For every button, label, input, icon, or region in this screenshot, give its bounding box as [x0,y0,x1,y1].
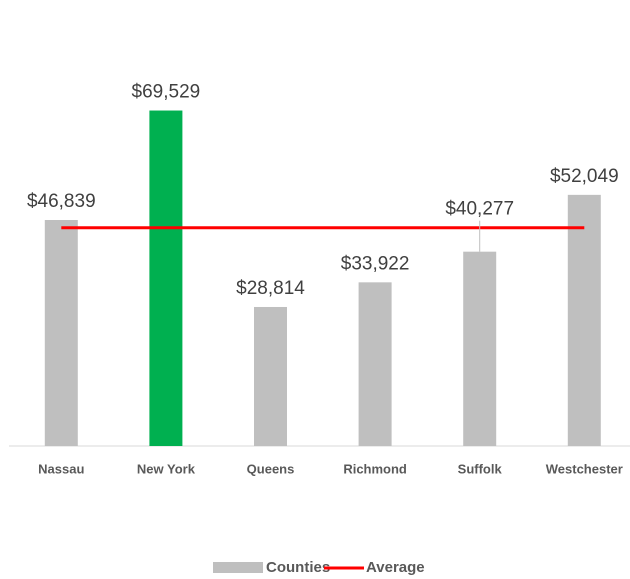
x-tick-label: Westchester [546,461,623,476]
bar [254,306,287,446]
legend-swatch [213,562,263,573]
x-tick-label: Suffolk [458,461,503,476]
legend-label: Average [366,559,425,576]
data-label: $40,277 [445,199,514,220]
data-label: $28,814 [236,278,305,299]
data-label: $33,922 [341,253,410,274]
x-tick-label: New York [137,461,196,476]
bar [463,251,497,446]
bar [358,282,392,446]
bar [567,194,601,446]
data-label: $69,529 [132,82,201,103]
bar [44,220,78,446]
x-tick-label: Richmond [343,461,407,476]
data-label: $46,839 [27,191,96,212]
x-tick-label: Queens [247,461,295,476]
bar [149,110,183,446]
data-label: $52,049 [550,166,619,187]
x-tick-label: Nassau [38,461,84,476]
legend-label: Counties [266,559,330,576]
